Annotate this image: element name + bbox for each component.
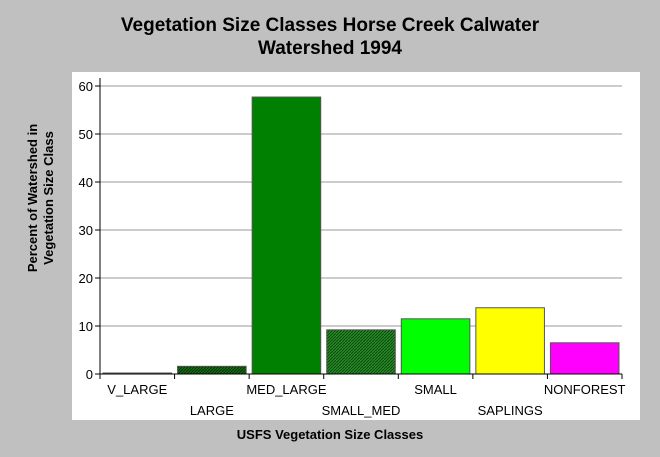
y-tick-label-10: 10 <box>79 319 93 334</box>
x-tick-label-v-large: V_LARGE <box>107 382 167 397</box>
bar-saplings <box>475 307 545 375</box>
y-tick-label-20: 20 <box>79 271 93 286</box>
bar-med-large <box>251 96 322 375</box>
y-tick-label-30: 30 <box>79 223 93 238</box>
bar-small <box>400 318 471 375</box>
chart-title-line-2: Watershed 1994 <box>258 38 402 59</box>
bar-nonforest <box>549 342 620 375</box>
x-tick-label-small: SMALL <box>414 382 457 397</box>
y-tick-label-0: 0 <box>86 367 93 382</box>
x-tick-label-saplings: SAPLINGS <box>478 403 543 418</box>
x-axis-label: USFS Vegetation Size Classes <box>236 427 424 442</box>
x-tick-label-med-large: MED_LARGE <box>246 382 327 397</box>
y-tick-label-50: 50 <box>79 127 93 142</box>
y-tick-label-60: 60 <box>79 79 93 94</box>
chart-title: Vegetation Size Classes Horse Creek Calw… <box>0 14 660 60</box>
bar-small-med <box>326 329 396 375</box>
chart-title-line-1: Vegetation Size Classes Horse Creek Calw… <box>120 15 540 36</box>
y-tick-label-40: 40 <box>79 175 93 190</box>
bar-large <box>177 365 247 375</box>
x-tick-label-nonforest: NONFOREST <box>544 382 626 397</box>
x-tick-label-large: LARGE <box>190 403 234 418</box>
x-tick-label-small-med: SMALL_MED <box>322 403 401 418</box>
